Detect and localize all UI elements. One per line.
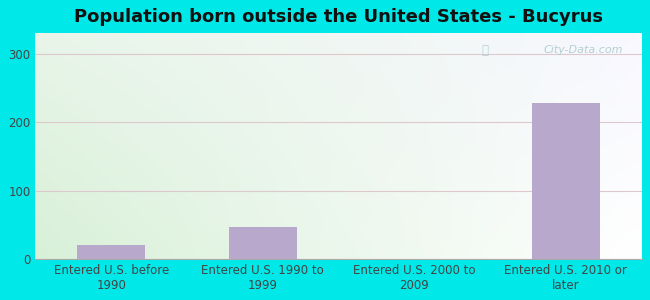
Text: City-Data.com: City-Data.com bbox=[544, 45, 623, 55]
Bar bbox=[532, 103, 600, 259]
Bar bbox=[77, 245, 146, 259]
Title: Population born outside the United States - Bucyrus: Population born outside the United State… bbox=[74, 8, 603, 26]
Bar bbox=[229, 227, 297, 259]
Text: ⓘ: ⓘ bbox=[481, 44, 488, 57]
